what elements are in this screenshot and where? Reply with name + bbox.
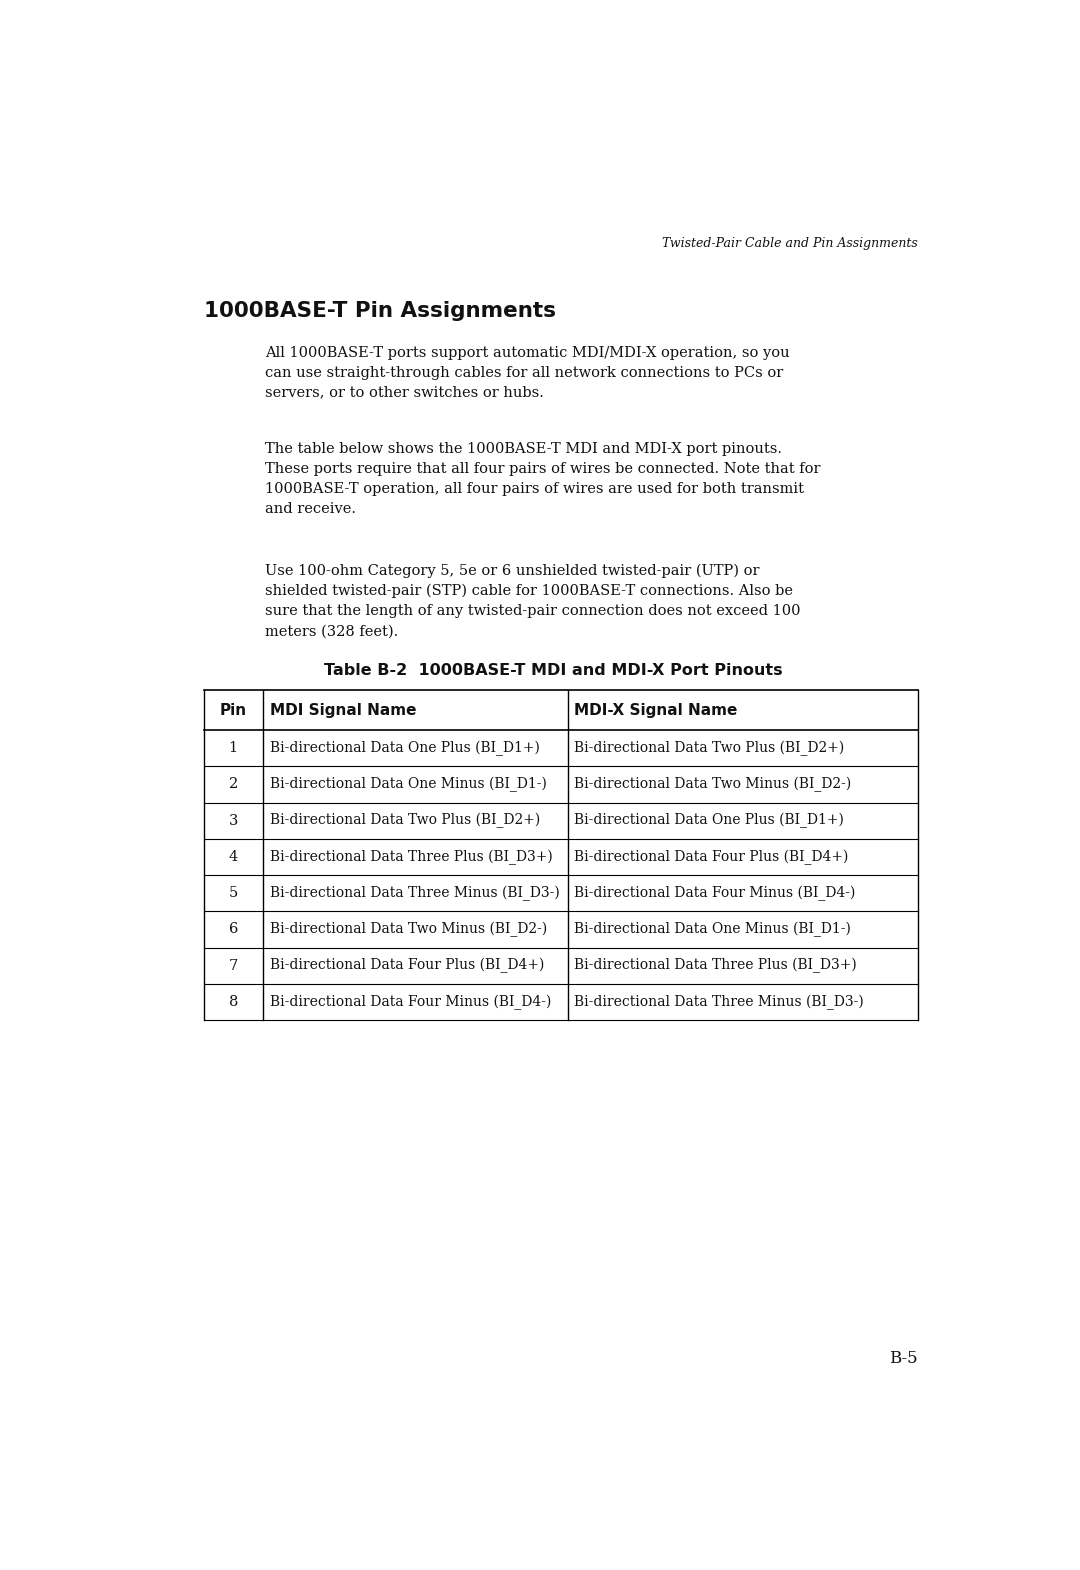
Text: Bi-directional Data Four Plus (BI_D4+): Bi-directional Data Four Plus (BI_D4+) [270,958,544,973]
Text: 3: 3 [229,813,238,827]
Text: Bi-directional Data Four Plus (BI_D4+): Bi-directional Data Four Plus (BI_D4+) [575,849,849,865]
Text: Bi-directional Data Two Plus (BI_D2+): Bi-directional Data Two Plus (BI_D2+) [270,813,540,829]
Text: MDI-X Signal Name: MDI-X Signal Name [575,702,738,717]
Text: Twisted-Pair Cable and Pin Assignments: Twisted-Pair Cable and Pin Assignments [662,237,918,250]
Text: Bi-directional Data Two Plus (BI_D2+): Bi-directional Data Two Plus (BI_D2+) [575,741,845,755]
Text: 8: 8 [229,995,238,1010]
Text: 6: 6 [229,923,238,936]
Text: MDI Signal Name: MDI Signal Name [270,702,416,717]
Text: All 1000BASE-T ports support automatic MDI/MDI-X operation, so you
can use strai: All 1000BASE-T ports support automatic M… [265,345,789,400]
Text: 4: 4 [229,849,238,864]
Text: 1: 1 [229,741,238,755]
Text: Bi-directional Data Three Minus (BI_D3-): Bi-directional Data Three Minus (BI_D3-) [270,885,559,901]
Text: Use 100-ohm Category 5, 5e or 6 unshielded twisted-pair (UTP) or
shielded twiste: Use 100-ohm Category 5, 5e or 6 unshield… [265,564,800,639]
Text: Bi-directional Data Three Minus (BI_D3-): Bi-directional Data Three Minus (BI_D3-) [575,994,864,1010]
Text: The table below shows the 1000BASE-T MDI and MDI-X port pinouts.
These ports req: The table below shows the 1000BASE-T MDI… [265,443,820,517]
Text: Bi-directional Data One Plus (BI_D1+): Bi-directional Data One Plus (BI_D1+) [270,741,540,755]
Text: Bi-directional Data Three Plus (BI_D3+): Bi-directional Data Three Plus (BI_D3+) [575,958,858,973]
Text: Table B-2  1000BASE-T MDI and MDI-X Port Pinouts: Table B-2 1000BASE-T MDI and MDI-X Port … [324,664,783,678]
Text: Bi-directional Data Four Minus (BI_D4-): Bi-directional Data Four Minus (BI_D4-) [270,994,551,1010]
Text: 1000BASE-T Pin Assignments: 1000BASE-T Pin Assignments [204,301,555,320]
Text: Pin: Pin [219,702,247,717]
Text: Bi-directional Data One Plus (BI_D1+): Bi-directional Data One Plus (BI_D1+) [575,813,845,829]
Text: Bi-directional Data One Minus (BI_D1-): Bi-directional Data One Minus (BI_D1-) [270,777,546,791]
Text: 2: 2 [229,777,238,791]
Text: Bi-directional Data One Minus (BI_D1-): Bi-directional Data One Minus (BI_D1-) [575,922,851,937]
Text: 5: 5 [229,885,238,900]
Text: Bi-directional Data Two Minus (BI_D2-): Bi-directional Data Two Minus (BI_D2-) [575,777,852,791]
Text: Bi-directional Data Three Plus (BI_D3+): Bi-directional Data Three Plus (BI_D3+) [270,849,552,865]
Text: 7: 7 [229,959,238,973]
Text: Bi-directional Data Two Minus (BI_D2-): Bi-directional Data Two Minus (BI_D2-) [270,922,546,937]
Text: Bi-directional Data Four Minus (BI_D4-): Bi-directional Data Four Minus (BI_D4-) [575,885,855,901]
Text: B-5: B-5 [889,1350,918,1367]
